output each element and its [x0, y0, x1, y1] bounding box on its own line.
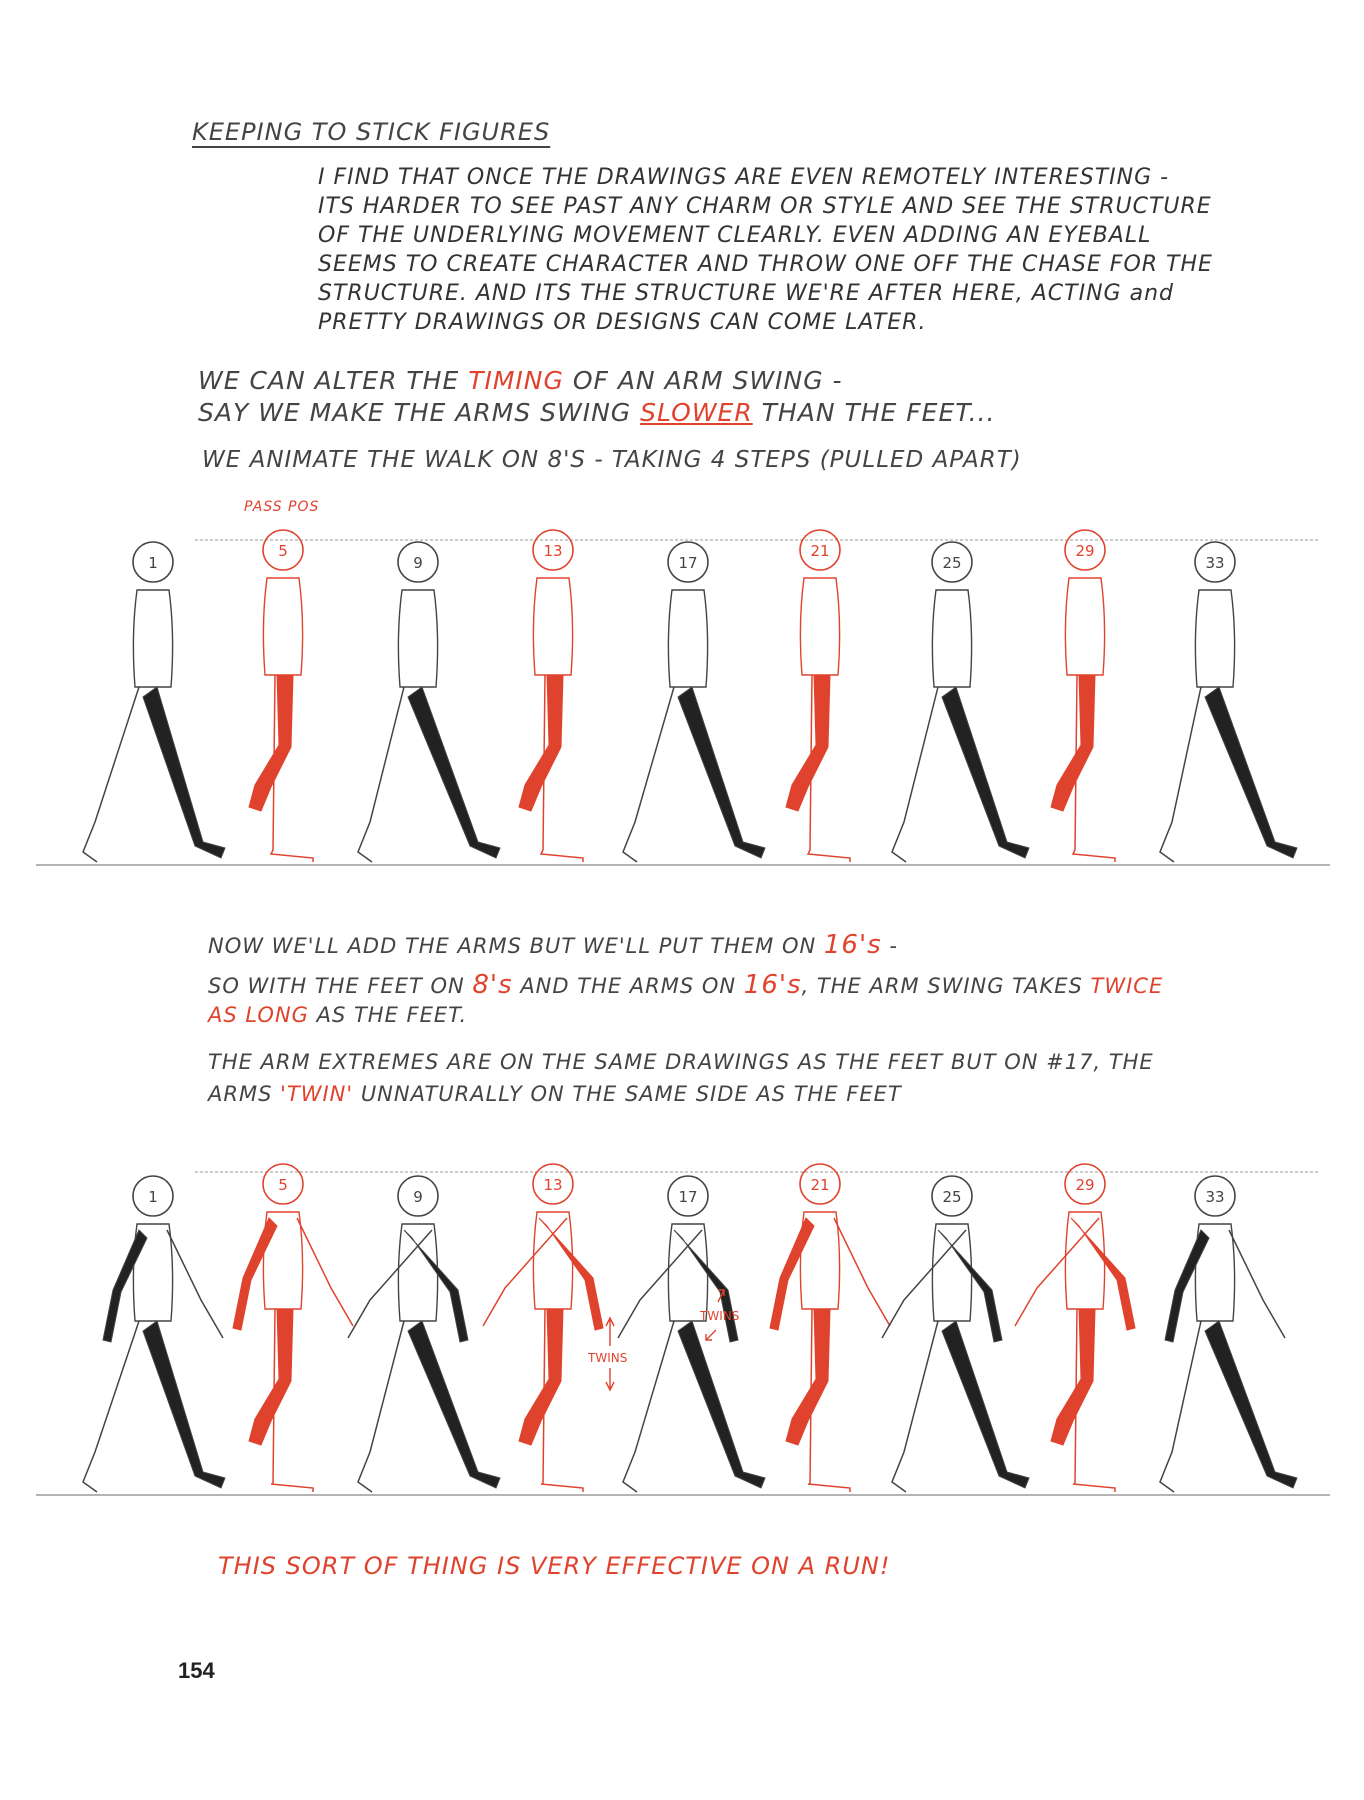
frame-number: 9 [413, 554, 423, 572]
text-span: SO WITH THE FEET ON [208, 974, 473, 998]
text-span: , THE ARM SWING TAKES [801, 974, 1091, 998]
frame-number: 9 [413, 1188, 423, 1206]
page-heading: KEEPING TO STICK FIGURES [192, 118, 551, 146]
frame-number: 5 [278, 1176, 288, 1194]
frame-number: 33 [1205, 554, 1224, 572]
text-span: AND THE ARMS ON [512, 974, 744, 998]
stick-figure: 1 [82, 1175, 226, 1493]
arms-line-1: NOW WE'LL ADD THE ARMS BUT WE'LL PUT THE… [208, 930, 898, 960]
timing-line-1: WE CAN ALTER THE TIMING OF AN ARM SWING … [198, 366, 843, 395]
walk-cycle-strip-arms: 1 5 9 13 17 21 25 29 33 TWINS TWINS [36, 1163, 1330, 1496]
highlight-slower: SLOWER [640, 398, 753, 427]
stick-figure: 21 [769, 1163, 891, 1492]
text-span: WE CAN ALTER THE [198, 366, 469, 395]
frame-number: 1 [148, 1188, 158, 1206]
twins-label: TWINS [699, 1309, 739, 1323]
arms-line-3: AS LONG AS THE FEET. [208, 1003, 467, 1027]
frame-number: 29 [1075, 542, 1094, 560]
stick-figure: 17 [622, 541, 766, 863]
pass-position-label: PASS POS [244, 499, 320, 515]
text-span: UNNATURALLY ON THE SAME SIDE AS THE FEET [353, 1082, 902, 1106]
highlight-as-long: AS LONG [208, 1003, 309, 1027]
frame-number: 5 [278, 542, 288, 560]
intro-line: ITS HARDER TO SEE PAST ANY CHARM OR STYL… [318, 194, 1212, 219]
text-span: THAN THE FEET... [752, 398, 996, 427]
frame-number: 29 [1075, 1176, 1094, 1194]
twins-arrow [705, 1289, 725, 1341]
intro-paragraph: I FIND THAT ONCE THE DRAWINGS ARE EVEN R… [318, 163, 1218, 337]
intro-line: STRUCTURE. AND ITS THE STRUCTURE WE'RE A… [318, 281, 1174, 306]
frame-number: 13 [543, 1176, 562, 1194]
text-span: OF AN ARM SWING - [563, 366, 843, 395]
frame-number: 13 [543, 542, 562, 560]
stick-figure: 17 [617, 1175, 766, 1493]
stick-figure: 9 [357, 541, 501, 863]
frame-number: 17 [678, 554, 697, 572]
intro-line: OF THE UNDERLYING MOVEMENT CLEARLY. EVEN… [318, 223, 1152, 248]
intro-line: SEEMS TO CREATE CHARACTER AND THROW ONE … [318, 252, 1213, 277]
highlight-twice: TWICE [1090, 974, 1164, 998]
frame-number: 17 [678, 1188, 697, 1206]
highlight-twin: 'TWIN' [280, 1082, 354, 1106]
text-span: SAY WE MAKE THE ARMS SWING [198, 398, 641, 427]
stick-figure: 9 [347, 1175, 501, 1493]
highlight-timing: TIMING [468, 366, 564, 395]
timing-line-2: SAY WE MAKE THE ARMS SWING SLOWER THAN T… [198, 398, 995, 427]
frame-number: 21 [810, 1176, 829, 1194]
stick-figure: 33 [1159, 1175, 1298, 1493]
footer-note: THIS SORT OF THING IS VERY EFFECTIVE ON … [218, 1552, 891, 1580]
stick-figure: 25 [891, 541, 1030, 863]
stick-figure: 13 [518, 529, 584, 862]
arms-line-2: SO WITH THE FEET ON 8's AND THE ARMS ON … [208, 970, 1163, 1000]
frame-number: 25 [942, 1188, 961, 1206]
arms-line-5: ARMS 'TWIN' UNNATURALLY ON THE SAME SIDE… [208, 1082, 902, 1106]
twins-arrow [605, 1316, 615, 1392]
highlight-16s: 16's [743, 970, 802, 1000]
arms-line-4: THE ARM EXTREMES ARE ON THE SAME DRAWING… [208, 1050, 1154, 1074]
stick-figure: 29 [1014, 1163, 1136, 1492]
highlight-16s: 16's [823, 930, 882, 960]
text-span: AS THE FEET. [308, 1003, 468, 1027]
twins-label: TWINS [587, 1351, 627, 1365]
stick-figure: 5 [248, 529, 314, 862]
walk-cycle-strip-legs: 1 5 9 13 17 21 25 29 33 [36, 529, 1330, 866]
frame-number: 1 [148, 554, 158, 572]
stick-figure: 29 [1050, 529, 1116, 862]
frame-number: 33 [1205, 1188, 1224, 1206]
text-span: ARMS [208, 1082, 281, 1106]
stick-figure: 25 [881, 1175, 1030, 1493]
page-number: 154 [178, 1658, 215, 1683]
stick-figure: 21 [785, 529, 851, 862]
stick-figure: 5 [232, 1163, 354, 1492]
frame-number: 21 [810, 542, 829, 560]
stick-figure: 1 [82, 541, 226, 863]
stick-figure: 13 [482, 1163, 604, 1492]
intro-line: I FIND THAT ONCE THE DRAWINGS ARE EVEN R… [318, 165, 1170, 190]
timing-line-3: WE ANIMATE THE WALK ON 8'S - TAKING 4 ST… [202, 447, 1022, 473]
text-span: NOW WE'LL ADD THE ARMS BUT WE'LL PUT THE… [208, 934, 824, 958]
frame-number: 25 [942, 554, 961, 572]
intro-line: PRETTY DRAWINGS OR DESIGNS CAN COME LATE… [318, 310, 927, 335]
text-span: - [881, 934, 898, 958]
highlight-8s: 8's [472, 970, 513, 1000]
stick-figure: 33 [1159, 541, 1298, 863]
